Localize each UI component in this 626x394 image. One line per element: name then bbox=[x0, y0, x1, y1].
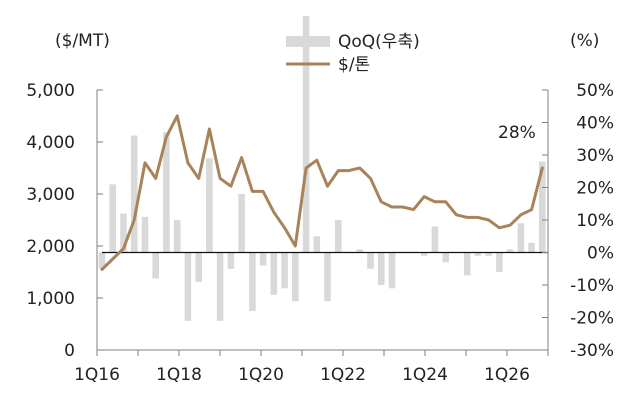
qoq-bar bbox=[120, 213, 127, 253]
right-axis-ticks: -30% -20% -10% 0% 10% 20% 30% 40% 50% bbox=[542, 81, 614, 361]
legend-label-price: $/톤 bbox=[338, 55, 370, 75]
qoq-bar bbox=[98, 252, 106, 269]
x-tick-label: 1Q16 bbox=[74, 365, 120, 385]
x-tick-label: 1Q26 bbox=[484, 365, 530, 385]
qoq-bar bbox=[270, 252, 278, 295]
qoq-bar bbox=[463, 252, 471, 276]
qoq-bar bbox=[259, 252, 267, 266]
qoq-bar bbox=[367, 252, 374, 269]
qoq-bar bbox=[163, 132, 170, 253]
qoq-bar bbox=[152, 252, 159, 279]
qoq-bar bbox=[528, 242, 535, 253]
qoq-bar bbox=[377, 252, 385, 285]
qoq-bar bbox=[474, 252, 482, 256]
qoq-bar bbox=[485, 252, 492, 256]
price-line-series bbox=[100, 114, 544, 271]
legend-label-qoq: QoQ(우축) bbox=[338, 32, 420, 52]
right-tick-label: 20% bbox=[576, 179, 614, 199]
qoq-bar bbox=[173, 220, 181, 253]
qoq-bar bbox=[324, 252, 331, 302]
left-tick-label: 2,000 bbox=[26, 237, 75, 257]
qoq-bar bbox=[206, 158, 213, 253]
qoq-bar-series bbox=[98, 16, 546, 321]
qoq-bar bbox=[442, 252, 449, 263]
qoq-bar bbox=[313, 236, 321, 253]
right-tick-label: 10% bbox=[576, 211, 614, 231]
right-tick-label: 30% bbox=[576, 146, 614, 166]
right-tick-label: -30% bbox=[570, 341, 614, 361]
x-tick-label: 1Q20 bbox=[238, 365, 284, 385]
right-axis-unit-label: (%) bbox=[570, 31, 599, 51]
qoq-bar bbox=[292, 252, 299, 302]
left-axis-unit-label: ($/MT) bbox=[55, 31, 110, 51]
left-tick-label: 5,000 bbox=[26, 81, 75, 101]
qoq-bar bbox=[335, 220, 342, 253]
right-tick-label: -10% bbox=[570, 276, 614, 296]
qoq-bar bbox=[388, 252, 396, 289]
qoq-bar bbox=[130, 135, 138, 253]
latest-qoq-annotation: 28% bbox=[498, 123, 536, 143]
qoq-bar bbox=[238, 194, 245, 253]
right-tick-label: 0% bbox=[587, 244, 614, 264]
qoq-bar bbox=[431, 226, 439, 253]
x-tick-label: 1Q22 bbox=[320, 365, 366, 385]
qoq-bar bbox=[249, 252, 256, 311]
x-axis-ticks: 1Q16 1Q18 1Q20 1Q22 1Q24 1Q26 bbox=[74, 350, 549, 385]
qoq-bar bbox=[517, 223, 525, 253]
left-tick-label: 0 bbox=[64, 341, 75, 361]
left-tick-label: 1,000 bbox=[26, 289, 75, 309]
qoq-bar bbox=[539, 161, 546, 253]
x-tick-label: 1Q24 bbox=[402, 365, 448, 385]
qoq-bar bbox=[109, 184, 116, 253]
qoq-bar bbox=[281, 252, 288, 289]
right-tick-label: -20% bbox=[570, 309, 614, 329]
legend-swatch-qoq bbox=[286, 36, 330, 47]
right-tick-label: 50% bbox=[576, 81, 614, 101]
qoq-bar bbox=[302, 16, 310, 253]
qoq-bar bbox=[506, 249, 514, 253]
left-axis-ticks: 0 1,000 2,000 3,000 4,000 5,000 bbox=[26, 81, 103, 361]
qoq-bar bbox=[356, 249, 364, 253]
qoq-bar bbox=[216, 252, 224, 321]
qoq-bar bbox=[195, 252, 202, 282]
qoq-bar bbox=[420, 252, 428, 256]
left-tick-label: 3,000 bbox=[26, 185, 75, 205]
legend: QoQ(우축) $/톤 bbox=[286, 32, 420, 75]
x-tick-label: 1Q18 bbox=[156, 365, 202, 385]
left-tick-label: 4,000 bbox=[26, 133, 75, 153]
qoq-bar bbox=[227, 252, 235, 269]
qoq-bar bbox=[496, 252, 503, 272]
right-tick-label: 40% bbox=[576, 114, 614, 134]
qoq-bar bbox=[184, 252, 192, 321]
qoq-bar bbox=[141, 216, 149, 253]
